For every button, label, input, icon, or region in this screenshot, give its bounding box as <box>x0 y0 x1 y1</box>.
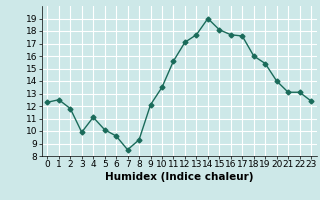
X-axis label: Humidex (Indice chaleur): Humidex (Indice chaleur) <box>105 172 253 182</box>
